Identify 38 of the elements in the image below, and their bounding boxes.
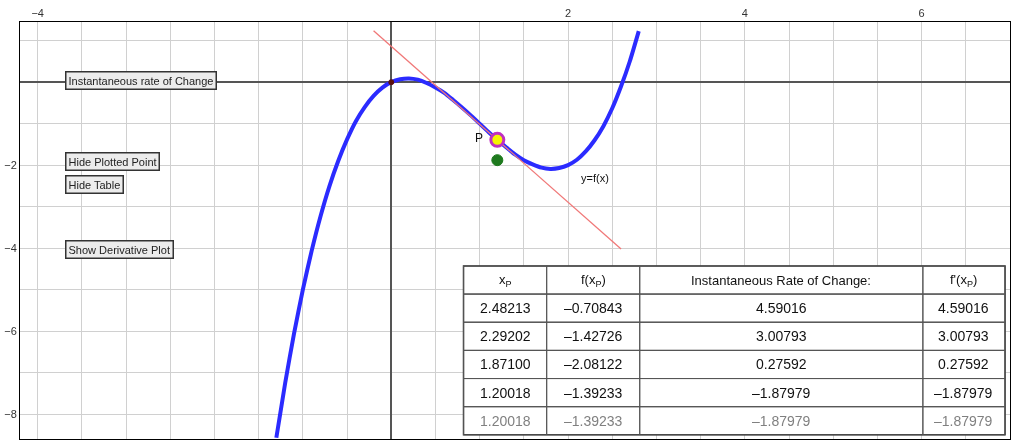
annotation: f(x$_{P}$) xyxy=(581,272,606,289)
annotation: x$_{P}$ xyxy=(499,272,512,289)
x-tick-label: 2 xyxy=(564,6,572,19)
y-tick-label: −2 xyxy=(4,159,17,171)
annotation: –1.39233 xyxy=(564,385,623,401)
x-tick-label: 4 xyxy=(741,6,748,19)
annotation: 0.27592 xyxy=(756,356,807,372)
y-tick-label: −4 xyxy=(4,241,17,254)
annotation: f'(x$_{P}$) xyxy=(950,272,978,289)
annotation: 3.00793 xyxy=(756,328,807,344)
x-tick-label: 6 xyxy=(918,6,925,19)
annotation: 2.29202 xyxy=(480,328,531,344)
annotation: –1.42726 xyxy=(564,328,623,344)
annotation: 4.59016 xyxy=(938,300,989,316)
annotation: Instantaneous rate of Change xyxy=(68,74,214,87)
annotation: Hide Plotted Point xyxy=(68,155,157,168)
x-tick-label: −4 xyxy=(31,6,44,19)
annotation: 4.59016 xyxy=(756,300,807,316)
y-tick-label: −8 xyxy=(4,407,17,420)
y-tick-label: −6 xyxy=(4,324,17,337)
annotation: –1.87979 xyxy=(934,413,993,429)
annotation: Show Derivative Plot xyxy=(68,243,170,256)
annotation: P xyxy=(475,131,484,145)
annotation: –1.87979 xyxy=(934,385,993,401)
annotation: –1.87979 xyxy=(752,385,811,401)
annotation: 2.48213 xyxy=(480,300,531,316)
annotation: Instantaneous Rate of Change: xyxy=(691,273,871,288)
annotation: 0.27592 xyxy=(938,356,989,372)
annotation: Hide Table xyxy=(68,178,121,191)
annotation: 1.20018 xyxy=(480,413,531,429)
annotation: 3.00793 xyxy=(938,328,989,344)
annotation: 1.20018 xyxy=(480,385,531,401)
annotation: –1.39233 xyxy=(564,413,623,429)
annotation: –0.70843 xyxy=(564,300,623,316)
annotation: 1.87100 xyxy=(480,356,531,372)
annotation: –1.87979 xyxy=(752,413,811,429)
annotation: –2.08122 xyxy=(564,356,623,372)
annotation: y=f(x) xyxy=(581,172,609,184)
